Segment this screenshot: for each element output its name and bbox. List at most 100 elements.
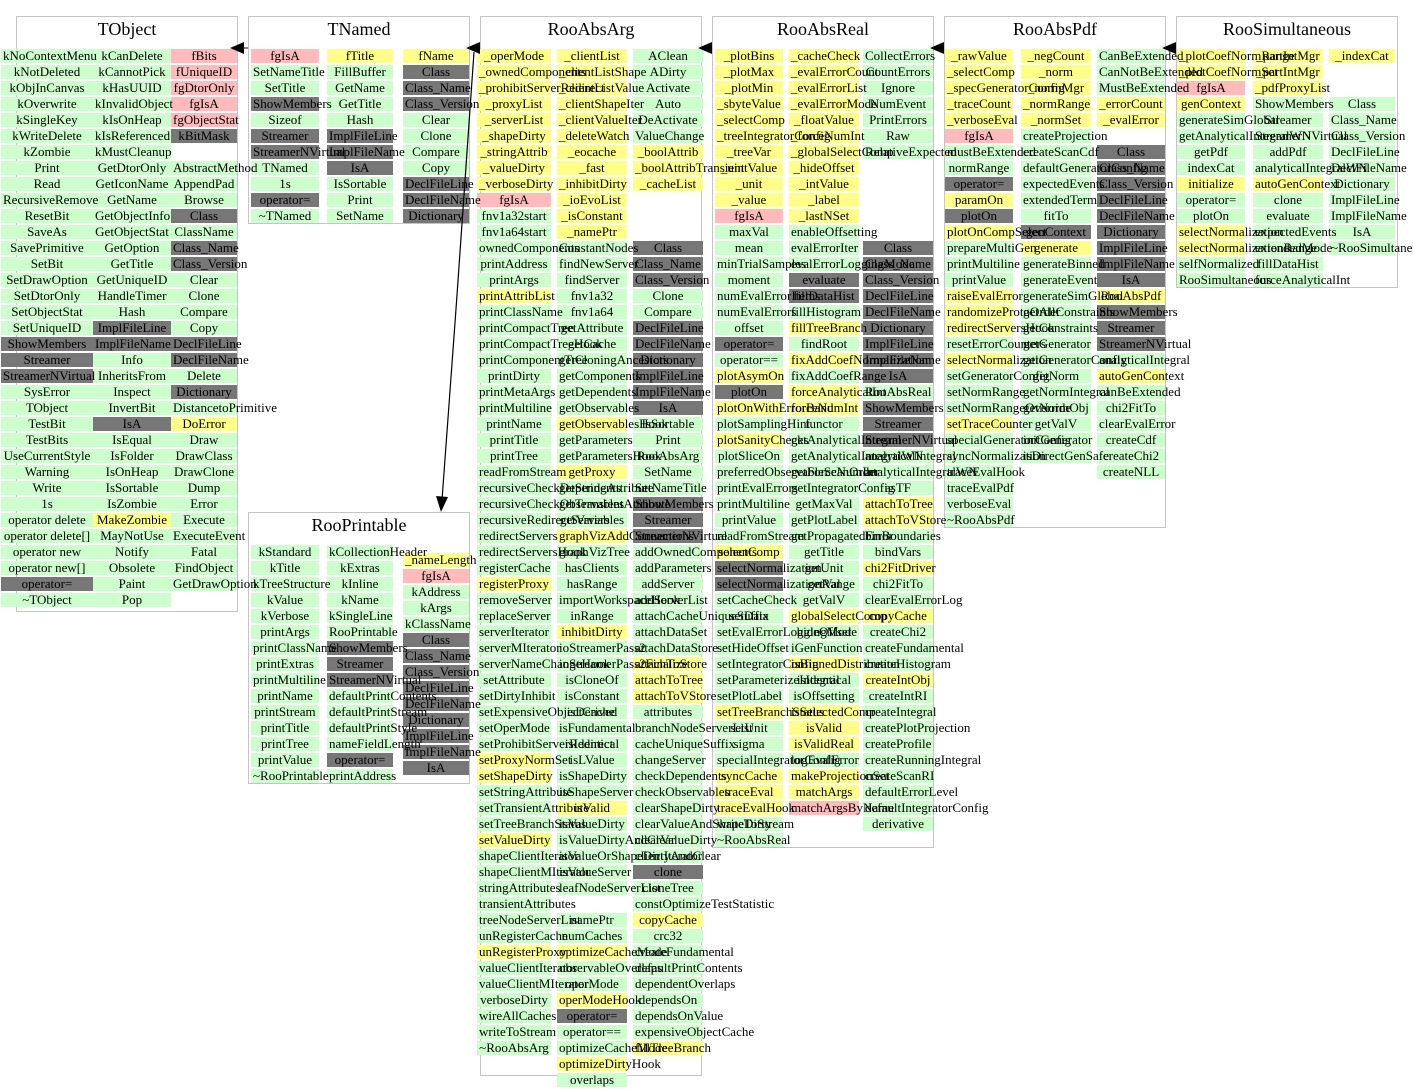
member-protected[interactable]: attachToVStore — [863, 513, 946, 527]
member-public[interactable]: setProhibitServerRedirect — [477, 737, 613, 751]
member-public[interactable]: AppendPad — [171, 177, 237, 191]
member-public[interactable]: ioStreamerPass2 — [557, 641, 646, 655]
member-public[interactable]: getNormObj — [1021, 401, 1091, 415]
member-protected[interactable]: _clientListShape — [557, 65, 646, 79]
member-public[interactable]: isShapeDirty — [557, 769, 627, 783]
member-public[interactable]: setNormRange — [945, 385, 1025, 399]
member-classinfo[interactable]: ShowMembers — [1, 337, 93, 351]
member-protected[interactable]: unRegisterProxy — [477, 945, 566, 959]
member-public[interactable]: createChi2 — [1097, 449, 1165, 463]
member-public[interactable]: Read — [1, 177, 93, 191]
member-classinfo[interactable]: ShowMembers — [327, 641, 408, 655]
member-private[interactable]: fgIsA — [1177, 81, 1245, 95]
member-public[interactable]: getCache — [557, 337, 627, 351]
member-classinfo[interactable]: Class — [171, 209, 237, 223]
member-protected[interactable]: _specGeneratorConfig — [945, 81, 1065, 95]
member-protected[interactable]: _forceNumInt — [789, 129, 865, 143]
member-public[interactable]: ResetBit — [1, 209, 93, 223]
member-protected[interactable]: setTraceCounter — [945, 417, 1032, 431]
member-public[interactable]: createCdf — [1097, 433, 1165, 447]
member-classinfo[interactable]: operator= — [945, 177, 1013, 191]
member-classinfo[interactable]: selectNormalizationRange — [715, 577, 855, 591]
member-classinfo[interactable]: Class_Version — [171, 257, 247, 271]
member-protected[interactable]: _clientListValue — [557, 81, 644, 95]
member-public[interactable]: getValV — [789, 593, 859, 607]
member-public[interactable]: CountErrors — [863, 65, 933, 79]
member-public[interactable]: constOptimizeTestStatistic — [633, 897, 774, 911]
member-public[interactable]: addServer — [633, 577, 703, 591]
member-public[interactable]: findServer — [557, 273, 627, 287]
member-public[interactable]: kSingleLine — [327, 609, 393, 623]
member-public[interactable]: setTreeBranchStatus — [477, 817, 586, 831]
member-public[interactable]: CanNotBeExtended — [1097, 65, 1203, 79]
member-public[interactable]: numCaches — [557, 929, 627, 943]
member-protected[interactable]: _hideOffset — [789, 161, 859, 175]
member-public[interactable]: generateSimGlobal — [1021, 289, 1123, 303]
member-public[interactable]: ClassName — [171, 225, 237, 239]
member-public[interactable]: 1s — [1, 497, 93, 511]
member-public[interactable]: ADirty — [633, 65, 703, 79]
member-public[interactable]: FindObject — [171, 561, 237, 575]
member-classinfo[interactable]: selectNormalization — [715, 561, 822, 575]
member-public[interactable]: Raw — [863, 129, 933, 143]
member-public[interactable]: importWorkspaceHook — [557, 593, 680, 607]
member-public[interactable]: GetOption — [93, 241, 171, 255]
member-public[interactable]: kTreeStructure — [251, 577, 331, 591]
member-public[interactable]: Compare — [633, 305, 703, 319]
member-public[interactable]: writeToStream — [477, 1025, 556, 1039]
member-public[interactable]: nameFieldLength — [327, 737, 421, 751]
member-public[interactable]: kOverwrite — [1, 97, 93, 111]
member-public[interactable]: IsSortable — [633, 417, 703, 431]
member-protected[interactable]: genContext — [1177, 97, 1245, 111]
member-public[interactable]: operator delete[] — [1, 529, 93, 543]
member-protected[interactable]: _ioEvoList — [557, 193, 627, 207]
member-public[interactable]: getGeneratorConfig — [1021, 353, 1127, 367]
member-public[interactable]: expectedEvents — [1253, 225, 1337, 239]
member-public[interactable]: setParameterizeIntegral — [715, 673, 840, 687]
member-classinfo[interactable]: Streamer — [633, 513, 703, 527]
member-public[interactable]: Obsolete — [93, 561, 171, 575]
member-public[interactable]: RooAbsArg — [633, 449, 703, 463]
member-public[interactable]: fillHistogram — [789, 305, 861, 319]
member-protected[interactable]: chi2FitDriver — [863, 561, 936, 575]
member-public[interactable]: indexCat — [1177, 161, 1245, 175]
member-public[interactable]: ~RooPrintable — [251, 769, 329, 783]
member-public[interactable]: maxVal — [715, 225, 783, 239]
member-protected[interactable]: getObservablesHook — [557, 417, 668, 431]
member-public[interactable]: operator new[] — [1, 561, 93, 575]
member-classinfo[interactable]: Streamer — [863, 417, 933, 431]
member-public[interactable]: defaultPrintStream — [327, 705, 427, 719]
member-classinfo[interactable]: Streamer — [251, 129, 319, 143]
member-public[interactable]: cacheUniqueSuffix — [633, 737, 735, 751]
member-public[interactable]: resetErrorCounters — [945, 337, 1046, 351]
member-protected[interactable]: _lastNSet — [789, 209, 859, 223]
member-public[interactable]: Print — [327, 193, 393, 207]
member-public[interactable]: replaceServer — [477, 609, 551, 623]
member-protected[interactable]: optimizeCacheMode — [557, 945, 667, 959]
member-public[interactable]: kMustCleanup — [93, 145, 172, 159]
member-public[interactable]: analyticalIntegral — [863, 449, 956, 463]
member-public[interactable]: IsFolder — [93, 449, 171, 463]
member-public[interactable]: getValV — [1021, 417, 1091, 431]
member-classinfo[interactable]: genContext — [1021, 225, 1091, 239]
member-public[interactable]: kClassName — [403, 617, 471, 631]
member-classinfo[interactable]: ImplFileLine — [633, 369, 704, 383]
member-public[interactable]: checkObservables — [633, 785, 730, 799]
member-protected[interactable]: fixAddCoefNormalization — [789, 353, 928, 367]
member-public[interactable]: SetDrawOption — [1, 273, 93, 287]
member-protected[interactable]: randomizeProtoOrder — [945, 305, 1060, 319]
member-public[interactable]: plotSamplingHint — [715, 417, 810, 431]
member-protected[interactable]: createIntObj — [863, 673, 933, 687]
member-public[interactable]: defaultPrintContents — [633, 961, 743, 975]
member-classinfo[interactable]: ImplFileLine — [327, 129, 398, 143]
member-classinfo[interactable]: Class_Name — [403, 649, 471, 663]
member-public[interactable]: getVariables — [557, 513, 627, 527]
member-public[interactable]: getComponents — [557, 369, 641, 383]
class-box-roosimultaneous[interactable]: RooSimultaneous _plotCoefNormRange _plotC… — [1176, 16, 1413, 288]
member-public[interactable]: RecursiveRemove — [1, 193, 98, 207]
member-public[interactable]: printEvalErrors — [715, 481, 798, 495]
member-protected[interactable]: _proxyList — [477, 97, 551, 111]
member-public[interactable]: Fatal — [171, 545, 237, 559]
member-public[interactable]: attachDataStore — [633, 641, 718, 655]
member-public[interactable]: printStream — [251, 705, 319, 719]
